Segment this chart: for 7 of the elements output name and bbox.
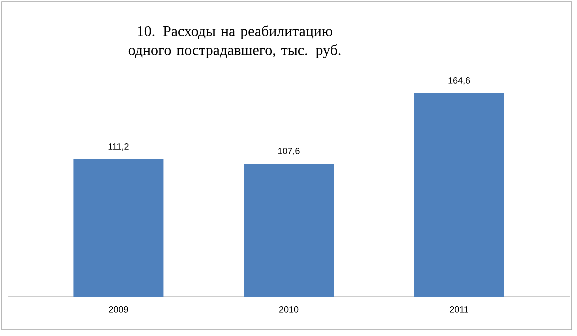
x-tick-label: 2010	[279, 306, 299, 313]
data-label: 164,6	[448, 78, 470, 85]
x-tick-label: 2011	[450, 306, 469, 313]
data-label: 107,6	[278, 148, 300, 156]
data-label: 111,2	[108, 144, 129, 151]
x-tick-label: 2009	[109, 306, 128, 313]
chart-title: 10. Расходы на реабилитацию одного пострадавшего, тыс. руб.	[128, 26, 341, 58]
